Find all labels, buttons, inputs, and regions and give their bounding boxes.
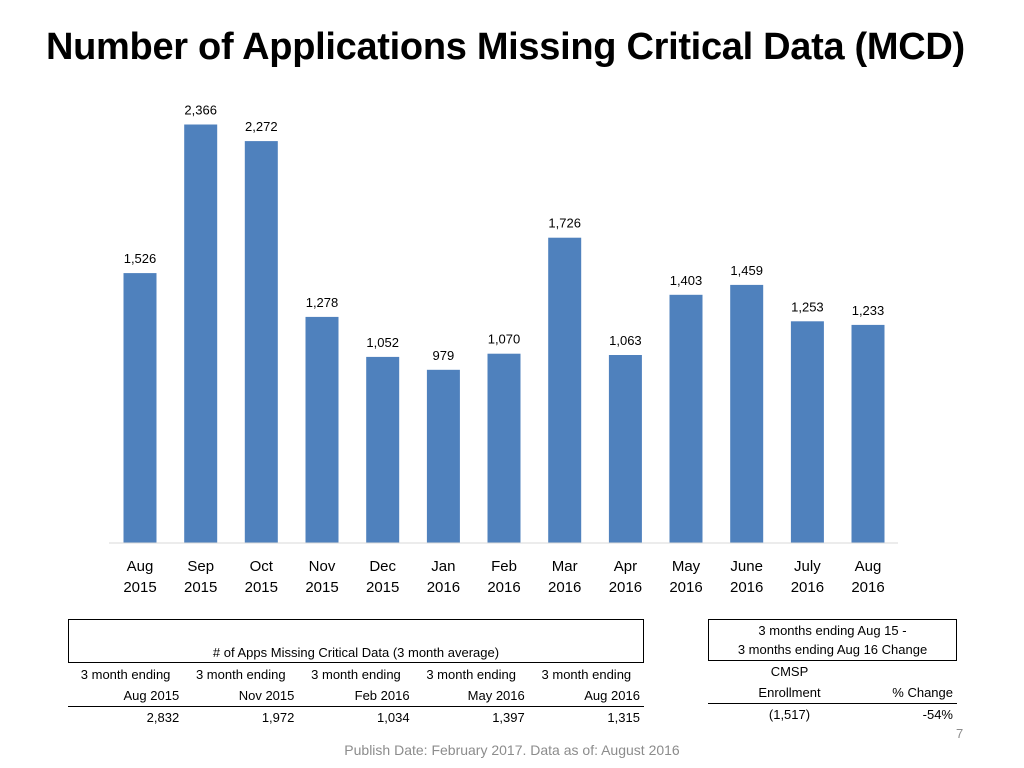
right-table-col1-line2: Enrollment: [758, 685, 821, 700]
left-table-col-line2: Aug 2016: [584, 688, 640, 703]
bar-chart: 1,526 Aug 2015 2,366 Sep 2015 2,272 Oct 2015 1,27…: [109, 103, 898, 597]
bar-value-label: 1,278: [306, 295, 339, 310]
x-tick-label-year: 2016: [487, 579, 520, 596]
x-tick-label-year: 2016: [669, 579, 702, 596]
bar: [244, 141, 278, 543]
bar-value-label: 1,403: [670, 273, 703, 288]
bar: [851, 324, 885, 543]
bar-value-label: 2,272: [245, 119, 278, 134]
x-tick-label-year: 2015: [184, 579, 217, 596]
right-table-col1-value: (1,517): [768, 707, 811, 722]
left-table-row-label1: 3 month ending 3 month ending 3 month en…: [68, 662, 644, 685]
bar-value-label: 1,526: [124, 251, 157, 266]
left-table-value: 2,832: [146, 709, 180, 725]
bar-value-label: 1,459: [730, 263, 763, 278]
x-tick-label-year: 2015: [366, 579, 399, 596]
bar: [366, 356, 400, 543]
right-table-row-label2: Enrollment % Change: [708, 682, 957, 704]
publish-date-footer: Publish Date: February 2017. Data as of:…: [344, 742, 680, 758]
bar-value-label: 1,070: [488, 332, 521, 347]
bar: [123, 273, 157, 543]
right-table-header-line1: 3 months ending Aug 15 -: [758, 623, 907, 638]
left-table-col-line1: 3 month ending: [311, 666, 401, 682]
x-tick-label-month: Feb: [491, 558, 517, 575]
x-tick-label-month: Nov: [309, 558, 336, 575]
x-tick-label-month: Oct: [250, 558, 274, 575]
x-tick-label-month: Mar: [552, 558, 578, 575]
x-tick-label-month: Sep: [187, 558, 214, 575]
left-table-value: 1,315: [607, 709, 640, 725]
bars-layer: [123, 124, 885, 543]
left-table-col-line2: Aug 2015: [123, 688, 180, 703]
x-tick-label-year: 2015: [305, 579, 338, 596]
right-table-row-label1: CMSP: [708, 661, 957, 682]
bar: [426, 369, 460, 543]
left-table-col-line2: Nov 2015: [238, 688, 295, 703]
x-tick-label-year: 2016: [791, 579, 824, 596]
x-tick-label-month: Aug: [127, 558, 154, 575]
bar-value-label: 1,253: [791, 299, 824, 314]
x-tick-label-year: 2016: [548, 579, 581, 596]
right-table-row-values: (1,517) -54%: [708, 704, 957, 725]
bar-value-label: 979: [433, 348, 455, 363]
right-summary-table: 3 months ending Aug 15 - 3 months ending…: [708, 619, 957, 725]
x-tick-label-year: 2015: [245, 579, 278, 596]
left-table-value: 1,972: [261, 709, 295, 725]
bar: [730, 284, 764, 543]
bar-value-label: 2,366: [184, 103, 217, 118]
left-table-row-label2: Aug 2015 Nov 2015 Feb 2016 May 2016 Aug …: [68, 685, 644, 707]
x-tick-label-year: 2016: [427, 579, 460, 596]
right-table-header-line2: 3 months ending Aug 16 Change: [737, 642, 928, 657]
page-number: 7: [956, 726, 964, 741]
x-tick-label-month: July: [794, 558, 821, 575]
bar: [305, 316, 339, 543]
bar-value-label: 1,233: [852, 303, 885, 318]
bar: [669, 294, 703, 543]
left-table-col-line1: 3 month ending: [541, 666, 632, 682]
x-tick-label-year: 2016: [851, 579, 884, 596]
bar-value-label: 1,063: [609, 333, 642, 348]
left-summary-table: # of Apps Missing Critical Data (3 month…: [68, 619, 644, 727]
right-table-header: 3 months ending Aug 15 - 3 months ending…: [708, 619, 957, 661]
left-table-value: 1,034: [377, 709, 410, 725]
left-table-col-line2: Feb 2016: [354, 688, 410, 703]
right-table-col1-line1: CMSP: [770, 664, 809, 679]
bar-value-label: 1,726: [548, 216, 581, 231]
x-tick-label-year: 2015: [123, 579, 156, 596]
x-tick-label-year: 2016: [730, 579, 763, 596]
x-tick-label-year: 2016: [609, 579, 642, 596]
x-tick-label-month: May: [672, 558, 701, 575]
slide-title: Number of Applications Missing Critical …: [46, 26, 965, 68]
labels-layer: 1,526 Aug 2015 2,366 Sep 2015 2,272 Oct 2015 1,27…: [123, 103, 884, 597]
x-tick-label-month: Aug: [855, 558, 882, 575]
bar: [548, 237, 582, 543]
left-table-col-line2: May 2016: [467, 688, 525, 703]
right-table-col2-line2: % Change: [892, 685, 953, 700]
x-tick-label-month: Jan: [431, 558, 455, 575]
left-table-col-line1: 3 month ending: [80, 666, 171, 682]
left-table-row-values: 2,832 1,972 1,034 1,397 1,315: [68, 707, 644, 727]
bar: [487, 353, 521, 543]
bar-value-label: 1,052: [366, 335, 399, 350]
bar: [608, 355, 642, 543]
bar: [184, 124, 218, 543]
left-table-col-line1: 3 month ending: [426, 666, 516, 682]
left-table-col-line1: 3 month ending: [195, 666, 286, 682]
left-table-header: # of Apps Missing Critical Data (3 month…: [68, 619, 644, 662]
bar: [790, 321, 824, 543]
x-tick-label-month: June: [730, 558, 763, 575]
left-table-header-text: # of Apps Missing Critical Data (3 month…: [212, 645, 500, 660]
x-tick-label-month: Apr: [614, 558, 637, 575]
x-tick-label-month: Dec: [369, 558, 396, 575]
right-table-col2-value: -54%: [922, 707, 953, 722]
left-table-value: 1,397: [492, 709, 525, 725]
